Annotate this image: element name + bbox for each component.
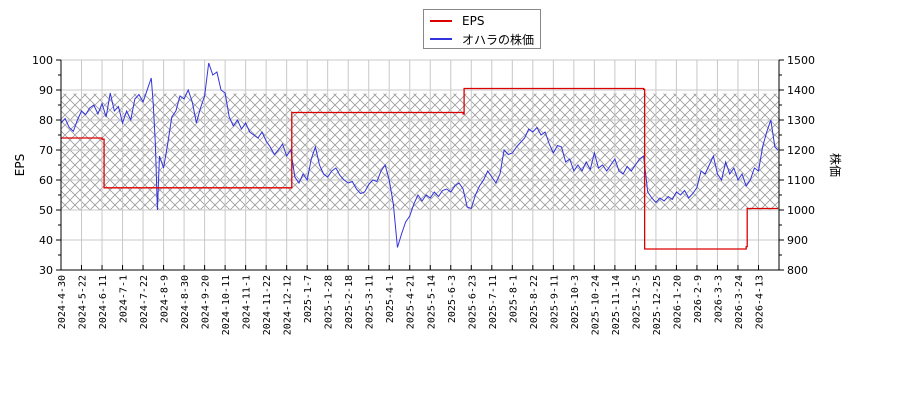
- x-axis-tick-label: 2025-2-18: [344, 275, 355, 329]
- legend-item-price: オハラの株価: [430, 31, 534, 47]
- legend: EPS オハラの株価: [423, 9, 541, 49]
- x-axis-tick-label: 2024-12-12: [283, 275, 294, 335]
- x-axis-tick-label: 2025-10-24: [590, 275, 601, 335]
- x-axis-tick-label: 2025-8-22: [529, 275, 540, 329]
- left-axis-tick-label: 60: [39, 174, 53, 187]
- x-axis-tick-label: 2024-7-1: [119, 275, 130, 323]
- x-axis-tick-label: 2025-4-21: [406, 275, 417, 329]
- x-axis-tick-label: 2024-8-9: [160, 275, 171, 323]
- x-axis-tick-label: 2025-5-14: [426, 275, 437, 329]
- left-axis-tick-label: 30: [39, 264, 53, 277]
- left-axis-tick-label: 100: [32, 54, 53, 67]
- shaded-range-band: [61, 93, 779, 210]
- x-axis-tick-label: 2025-3-11: [365, 275, 376, 329]
- left-axis-tick-label: 50: [39, 204, 53, 217]
- x-axis-tick-label: 2025-6-3: [447, 275, 458, 323]
- x-axis-tick-label: 2026-3-3: [713, 275, 724, 323]
- x-axis-tick-label: 2025-12-25: [652, 275, 663, 335]
- legend-swatch-price: [430, 38, 452, 40]
- x-axis-tick-label: 2025-10-3: [570, 275, 581, 329]
- x-axis-tick-label: 2024-4-30: [57, 275, 68, 329]
- x-axis-tick-label: 2025-4-1: [385, 275, 396, 323]
- data-series: [61, 62, 779, 250]
- x-axis-tick-label: 2024-7-22: [139, 275, 150, 329]
- left-axis-tick-label: 70: [39, 144, 53, 157]
- right-axis-tick-label: 800: [787, 264, 808, 277]
- right-axis-tick-label: 1500: [787, 54, 815, 67]
- x-axis-tick-label: 2026-1-20: [672, 275, 683, 329]
- right-axis-tick-label: 1400: [787, 84, 815, 97]
- right-axis-tick-label: 1000: [787, 204, 815, 217]
- x-axis-tick-label: 2025-1-28: [324, 275, 335, 329]
- left-axis-title: EPS: [13, 154, 27, 176]
- legend-label-price: オハラの株価: [462, 32, 535, 47]
- x-axis-tick-label: 2025-6-23: [467, 275, 478, 329]
- x-axis-tick-label: 2024-8-30: [180, 275, 191, 329]
- right-axis-tick-label: 900: [787, 234, 808, 247]
- eps-line: [61, 87, 778, 250]
- x-axis-tick-label: 2025-9-11: [549, 275, 560, 329]
- x-axis-tick-label: 2025-12-5: [631, 275, 642, 329]
- right-axis-tick-label: 1200: [787, 144, 815, 157]
- x-axis-tick-label: 2024-10-11: [221, 275, 232, 335]
- x-axis-tick-label: 2024-6-11: [98, 275, 109, 329]
- left-axis-tick-label: 80: [39, 114, 53, 127]
- right-axis-title: 株価: [828, 153, 843, 177]
- x-axis-tick-label: 2025-1-7: [303, 275, 314, 323]
- legend-label-eps: EPS: [462, 14, 485, 28]
- x-axis-tick-label: 2026-3-24: [734, 275, 745, 329]
- x-axis-tick-label: 2024-5-22: [78, 275, 89, 329]
- x-axis-tick-label: 2025-7-11: [488, 275, 499, 329]
- price-line: [61, 62, 779, 248]
- right-axis-tick-label: 1300: [787, 114, 815, 127]
- x-axis-tick-label: 2024-11-1: [242, 275, 253, 329]
- x-axis-tick-label: 2024-9-20: [201, 275, 212, 329]
- x-axis-tick-label: 2025-11-14: [611, 275, 622, 335]
- left-axis-tick-label: 90: [39, 84, 53, 97]
- legend-item-eps: EPS: [430, 13, 484, 29]
- axes: 30 40 50 60 70 80 90 100 800 900 1000 1100 1200 1300 1…: [32, 54, 815, 335]
- x-axis-tick-label: 2025-8-1: [508, 275, 519, 323]
- x-axis-tick-label: 2026-4-13: [754, 275, 765, 329]
- legend-swatch-eps: [430, 20, 452, 22]
- right-axis-tick-label: 1100: [787, 174, 815, 187]
- left-axis-tick-label: 40: [39, 234, 53, 247]
- x-axis-tick-label: 2026-2-9: [693, 275, 704, 323]
- x-axis-tick-label: 2024-11-22: [262, 275, 273, 335]
